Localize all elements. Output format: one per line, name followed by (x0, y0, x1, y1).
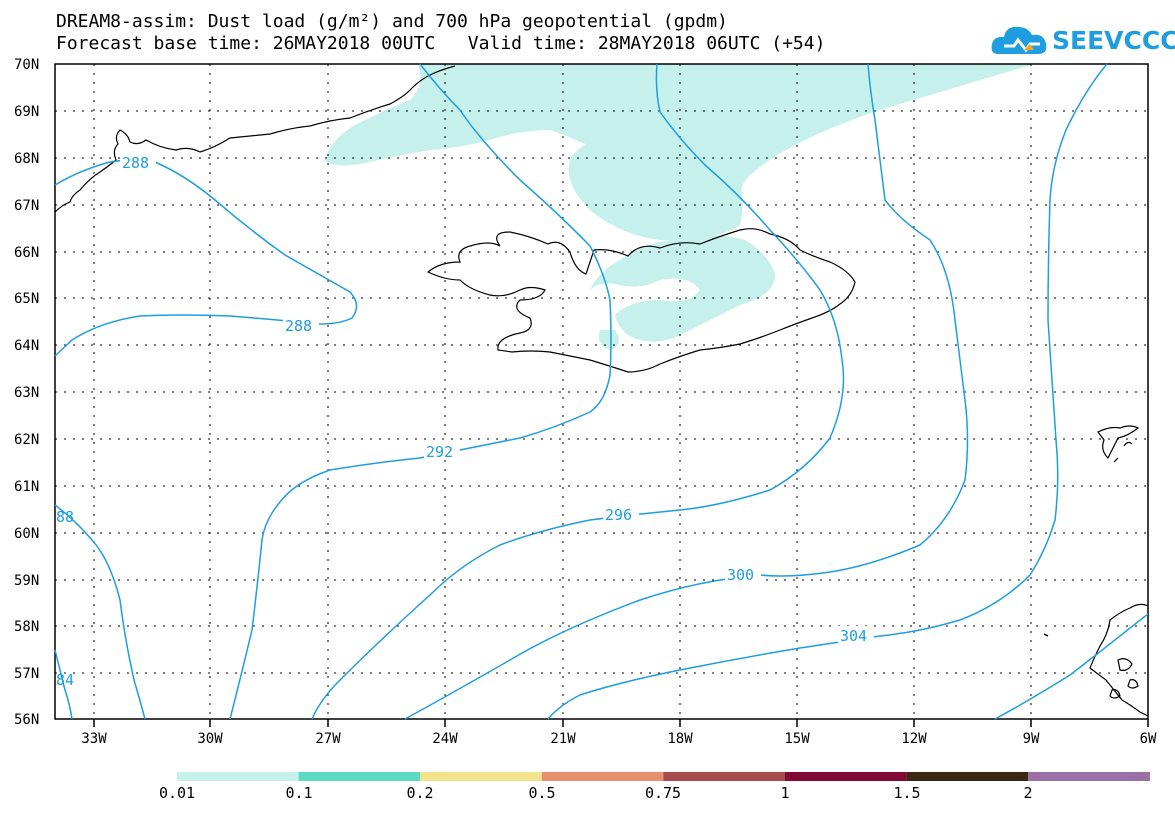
lat-label: 61N (14, 479, 39, 495)
lat-label: 70N (14, 57, 39, 73)
legend-swatch (298, 772, 421, 781)
dust-area-iceland (590, 235, 775, 350)
cloud-logo-icon (991, 26, 1047, 54)
lon-label: 24W (432, 731, 458, 747)
lon-label: 12W (901, 731, 927, 747)
lon-label: 15W (784, 731, 810, 747)
legend-swatch (906, 772, 1029, 781)
legend-swatch (177, 772, 299, 781)
lat-label: 63N (14, 385, 39, 401)
contour-label: 88 (56, 508, 74, 526)
contour-label: 288 (285, 317, 312, 335)
contour-label: 84 (56, 671, 74, 689)
lat-label: 64N (14, 338, 39, 354)
lon-label: 18W (667, 731, 693, 747)
legend-swatch (541, 772, 664, 781)
logo-text: SEEVCCC (1052, 26, 1175, 55)
legend-label: 0.5 (528, 784, 556, 802)
lat-label: 67N (14, 198, 39, 214)
legend-label: 0.01 (158, 784, 196, 802)
contour-label: 288 (122, 154, 149, 172)
lon-label: 21W (550, 731, 576, 747)
faroe-coast (1097, 425, 1140, 463)
legend-label: 0.75 (644, 784, 682, 802)
lon-label: 30W (197, 731, 223, 747)
lon-label: 33W (81, 731, 107, 747)
lat-label: 60N (14, 526, 39, 542)
contour-label: 296 (605, 506, 632, 524)
legend-swatch (420, 772, 542, 781)
legend-swatch (785, 772, 907, 781)
legend-colorbar (177, 772, 1150, 781)
lat-label: 58N (14, 619, 39, 635)
grid (55, 64, 1148, 719)
lat-label: 69N (14, 104, 39, 120)
lat-label: 66N (14, 245, 39, 261)
lon-label: 9W (1023, 731, 1040, 747)
chart-subtitle: Forecast base time: 26MAY2018 00UTC Vali… (56, 33, 826, 54)
contour-label: 300 (727, 566, 754, 584)
lon-label: 27W (315, 731, 341, 747)
iceland-coast (426, 228, 856, 373)
legend-swatch (663, 772, 785, 781)
dust-area-north (325, 64, 1035, 215)
lat-label: 65N (14, 291, 39, 307)
lat-label: 62N (14, 432, 39, 448)
legend-label: 0.2 (406, 784, 434, 802)
coastlines (54, 65, 1149, 717)
greenland-coast (54, 65, 456, 213)
lat-label: 68N (14, 151, 39, 167)
scotland-coast (1089, 603, 1149, 717)
legend-label: 1 (780, 784, 790, 802)
contour-label: 292 (426, 443, 453, 461)
legend-swatch (1028, 772, 1150, 781)
lat-label: 59N (14, 573, 39, 589)
scotland-coast-islands (1109, 658, 1139, 699)
legend-label: 1.5 (893, 784, 921, 802)
lon-label: 6W (1140, 731, 1157, 747)
legend-label: 0.1 (285, 784, 313, 802)
contour-label: 304 (840, 627, 867, 645)
chart-title: DREAM8-assim: Dust load (g/m²) and 700 h… (56, 11, 728, 32)
legend-label: 2 (1023, 784, 1033, 802)
lat-label: 57N (14, 666, 39, 682)
lat-label: 56N (14, 712, 39, 728)
dust-area-tongue (568, 110, 743, 240)
